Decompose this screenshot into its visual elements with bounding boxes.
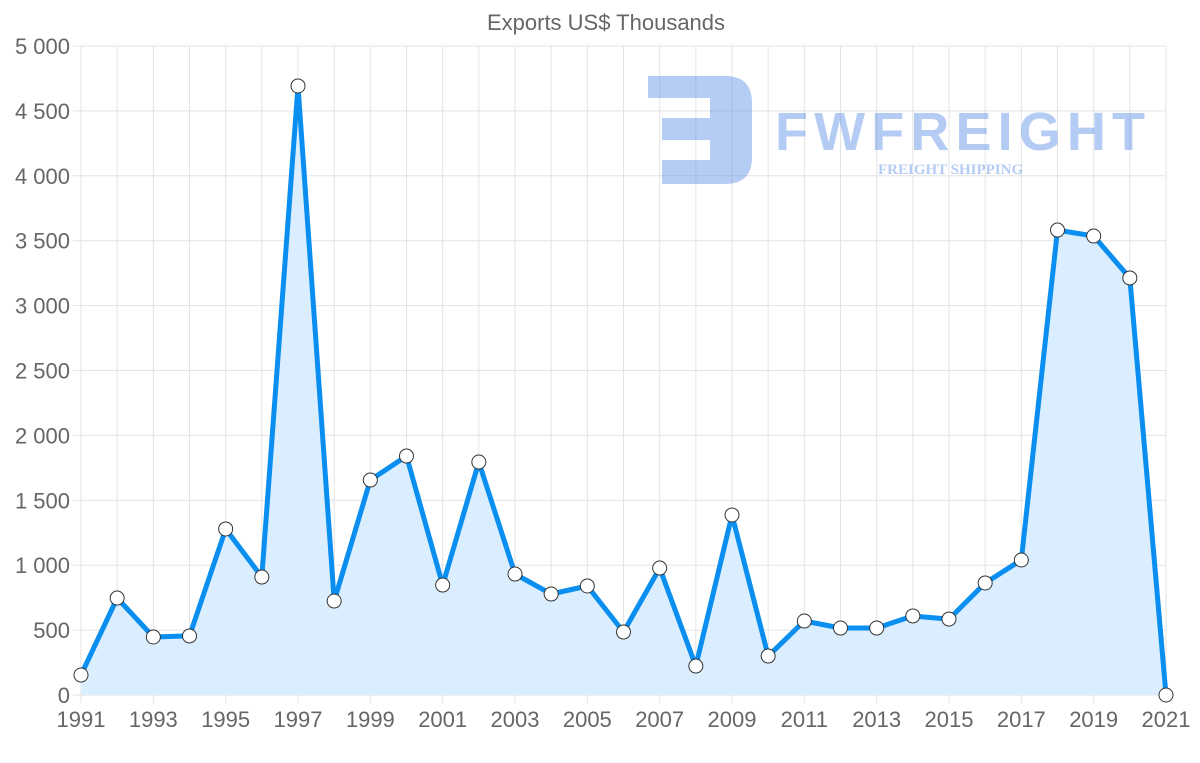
y-tick-label: 1 500 [15, 488, 70, 513]
data-point [507, 566, 523, 582]
data-point [145, 629, 161, 645]
data-points [73, 78, 1174, 703]
x-tick-label: 2011 [781, 707, 828, 732]
y-tick-label: 2 000 [15, 423, 70, 448]
x-tick-label: 2015 [925, 707, 974, 732]
x-tick-label: 2017 [997, 707, 1046, 732]
x-tick-label: 1993 [129, 707, 178, 732]
x-tick-label: 2021 [1142, 707, 1191, 732]
data-point [796, 613, 812, 629]
x-tick-label: 1999 [346, 707, 395, 732]
x-tick-label: 1995 [201, 707, 250, 732]
chart-title: Exports US$ Thousands [487, 10, 725, 35]
data-point [73, 667, 89, 683]
data-point [869, 620, 885, 636]
x-tick-label: 1997 [274, 707, 323, 732]
data-point [1122, 270, 1138, 286]
data-point [399, 448, 414, 464]
logo-mark-icon [648, 76, 752, 184]
y-tick-label: 3 500 [15, 229, 70, 254]
data-point [724, 507, 740, 523]
x-tick-label: 1991 [57, 707, 106, 732]
data-point [1086, 228, 1102, 244]
data-point [290, 78, 306, 94]
x-tick-label: 2013 [852, 707, 901, 732]
data-point [471, 454, 487, 470]
fwfreight-watermark-logo: FWFREIGHT FREIGHT SHIPPING [648, 76, 1145, 184]
x-tick-label: 2009 [708, 707, 757, 732]
y-tick-label: 500 [33, 618, 70, 643]
data-point [616, 624, 631, 640]
y-tick-label: 2 500 [15, 359, 70, 384]
x-tick-label: 2007 [635, 707, 684, 732]
data-point [1158, 687, 1174, 703]
data-point [109, 590, 125, 606]
data-point [326, 593, 342, 609]
data-point [905, 608, 921, 624]
x-tick-label: 2005 [563, 707, 612, 732]
data-point [977, 575, 993, 591]
x-axis-ticks: 1991 1993 1995 1997 1999 2001 2003 2005 2007 2009… [57, 707, 1191, 732]
data-point [362, 472, 378, 488]
y-axis-ticks: 0 500 1 000 1 500 2 000 2 500 3 000 3 500 4 000 4… [15, 34, 70, 708]
y-tick-label: 4 000 [15, 164, 70, 189]
y-tick-label: 3 000 [15, 294, 70, 319]
data-point [1050, 222, 1065, 238]
data-point [254, 569, 270, 585]
data-point [688, 658, 704, 674]
data-point [543, 586, 559, 602]
y-tick-label: 1 000 [15, 553, 70, 578]
data-point [941, 611, 957, 627]
data-point [760, 648, 776, 664]
data-point [1013, 552, 1029, 568]
watermark-brand: FWFREIGHT [775, 102, 1145, 162]
y-tick-label: 0 [58, 683, 70, 708]
y-tick-label: 5 000 [15, 34, 70, 59]
data-point [833, 620, 848, 636]
data-point [579, 578, 595, 594]
x-tick-label: 2003 [491, 707, 540, 732]
data-point [435, 577, 451, 593]
data-point [218, 521, 234, 537]
data-point [652, 560, 668, 576]
watermark-tagline: FREIGHT SHIPPING [878, 162, 1023, 178]
x-tick-label: 2019 [1069, 707, 1118, 732]
x-tick-label: 2001 [418, 707, 467, 732]
data-point [182, 628, 197, 644]
y-tick-label: 4 500 [15, 99, 70, 124]
